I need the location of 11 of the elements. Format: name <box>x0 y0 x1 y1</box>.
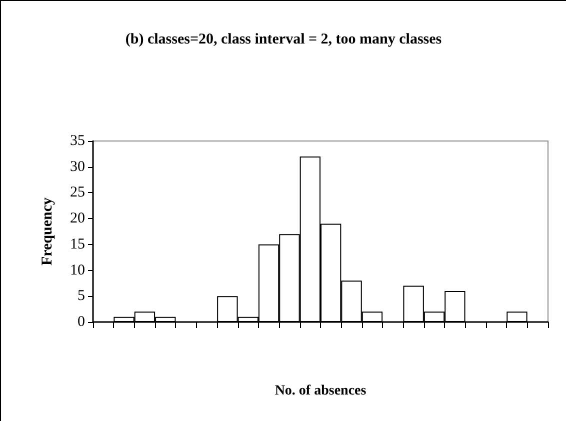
y-tick-label: 30 <box>70 158 85 175</box>
y-tick-label: 10 <box>70 262 85 278</box>
y-tick-label: 25 <box>70 184 85 201</box>
x-axis-title: No. of absences <box>274 384 367 398</box>
y-tick-label: 35 <box>70 133 85 149</box>
y-axis-title: Frequency <box>40 196 56 266</box>
y-tick-label: 5 <box>78 288 85 304</box>
y-tick-label: 20 <box>70 210 85 227</box>
y-tick-label: 0 <box>78 314 85 330</box>
y-tick-label: 15 <box>70 236 85 252</box>
chart-title: (b) classes=20, class interval = 2, too many classes <box>125 32 442 48</box>
